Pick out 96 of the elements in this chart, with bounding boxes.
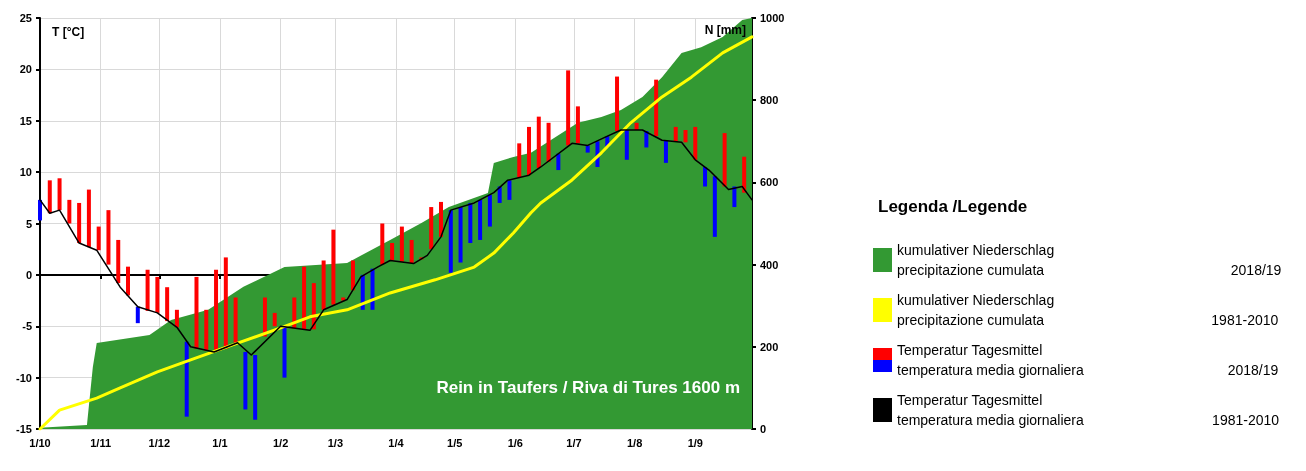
bar: [243, 351, 248, 410]
bar: [96, 226, 101, 251]
bar: [233, 297, 238, 343]
x-tick-label: 1/11: [90, 436, 112, 449]
y-tick-label: 25: [19, 12, 32, 24]
bar: [194, 276, 199, 349]
x-tick-label: 1/9: [687, 436, 703, 449]
bar: [380, 223, 385, 265]
y-tick-label: 20: [19, 63, 32, 76]
bar: [624, 130, 629, 160]
bar: [703, 166, 708, 187]
bar: [253, 355, 258, 420]
bar: [429, 207, 434, 250]
x-tick-label: 1/8: [626, 436, 643, 449]
bar: [390, 243, 395, 261]
bar: [478, 199, 483, 240]
bar: [722, 133, 727, 187]
bar: [585, 145, 590, 153]
bar: [106, 210, 111, 265]
y2-tick-label: 600: [760, 176, 779, 189]
legend-label: kumulativer Niederschlag precipitazione cumulata 1981-2010: [897, 292, 1279, 328]
bar: [438, 201, 443, 237]
bar: [262, 297, 267, 337]
bar: [663, 140, 668, 163]
bar: [155, 276, 160, 313]
bar: [468, 202, 473, 244]
y-axis-title: T [°C]: [52, 25, 85, 39]
bar: [38, 199, 42, 221]
bar: [487, 194, 492, 227]
x-tick-label: 1/1: [212, 436, 228, 449]
legend-label: kumulativer Niederschlag precipitazione cumulata 2018/19: [897, 242, 1282, 278]
bar: [126, 266, 131, 296]
y-tick-label: 5: [25, 217, 32, 230]
bar: [214, 269, 219, 352]
bar: [135, 306, 140, 324]
x-tick-label: 1/6: [507, 436, 523, 449]
y-tick-label: 0: [25, 268, 32, 281]
bar: [86, 189, 91, 248]
bar: [350, 260, 355, 291]
bar: [165, 287, 170, 322]
y2-tick-label: 400: [760, 258, 779, 271]
bar: [204, 309, 209, 351]
bar: [448, 210, 453, 273]
bar: [331, 229, 336, 305]
bar: [683, 130, 688, 143]
annotation: Rein in Taufers / Riva di Tures 1600 m: [436, 378, 741, 397]
bar: [67, 199, 72, 224]
bar: [399, 226, 404, 262]
bar: [654, 79, 659, 137]
bar: [321, 260, 326, 310]
x-tick-label: 1/12: [148, 436, 171, 449]
bar: [174, 309, 179, 328]
y-tick-label: -15: [16, 423, 32, 435]
bar: [536, 116, 541, 169]
y2-tick-label: 0: [760, 423, 767, 435]
bar: [116, 239, 121, 284]
x-tick-label: 1/2: [272, 436, 289, 449]
y-tick-label: -5: [22, 320, 32, 333]
bar: [302, 266, 307, 330]
bar: [517, 143, 522, 178]
bar: [223, 257, 228, 349]
bar: [47, 180, 52, 214]
bar: [145, 269, 150, 311]
y2-tick-label: 1000: [760, 12, 785, 24]
y-tick-label: -10: [16, 371, 32, 384]
bar: [732, 186, 737, 208]
bar: [57, 178, 62, 211]
bar: [566, 70, 571, 146]
legend-label: Temperatur Tagesmittel temperatura media giornaliera 2018/19: [897, 342, 1279, 378]
legend-label: Temperatur Tagesmittel temperatura media giornaliera 1981-2010: [897, 392, 1280, 428]
bar: [673, 126, 678, 142]
x-tick-label: 1/4: [388, 436, 405, 449]
bar: [527, 126, 532, 176]
bar: [282, 326, 287, 378]
y2-tick-label: 200: [760, 340, 779, 353]
y2-tick-label: 800: [760, 94, 779, 107]
x-tick-label: 1/7: [566, 436, 582, 449]
y-tick-label: 15: [19, 114, 32, 127]
bar: [693, 126, 698, 160]
bar: [184, 341, 189, 417]
bar: [556, 153, 561, 171]
bar: [575, 106, 580, 144]
bar: [458, 207, 463, 263]
bar: [615, 76, 620, 132]
bar: [77, 202, 82, 244]
bar: [272, 312, 277, 327]
bar: [742, 156, 747, 193]
bar: [507, 180, 512, 200]
legend-title: Legenda /Legende: [878, 197, 1028, 216]
bar: [712, 176, 717, 237]
bar: [409, 239, 414, 264]
x-tick-label: 1/5: [447, 436, 463, 449]
x-tick-label: 1/3: [327, 436, 344, 449]
bar: [546, 122, 551, 162]
y-tick-label: 10: [19, 166, 32, 179]
x-tick-label: 1/10: [29, 436, 51, 449]
